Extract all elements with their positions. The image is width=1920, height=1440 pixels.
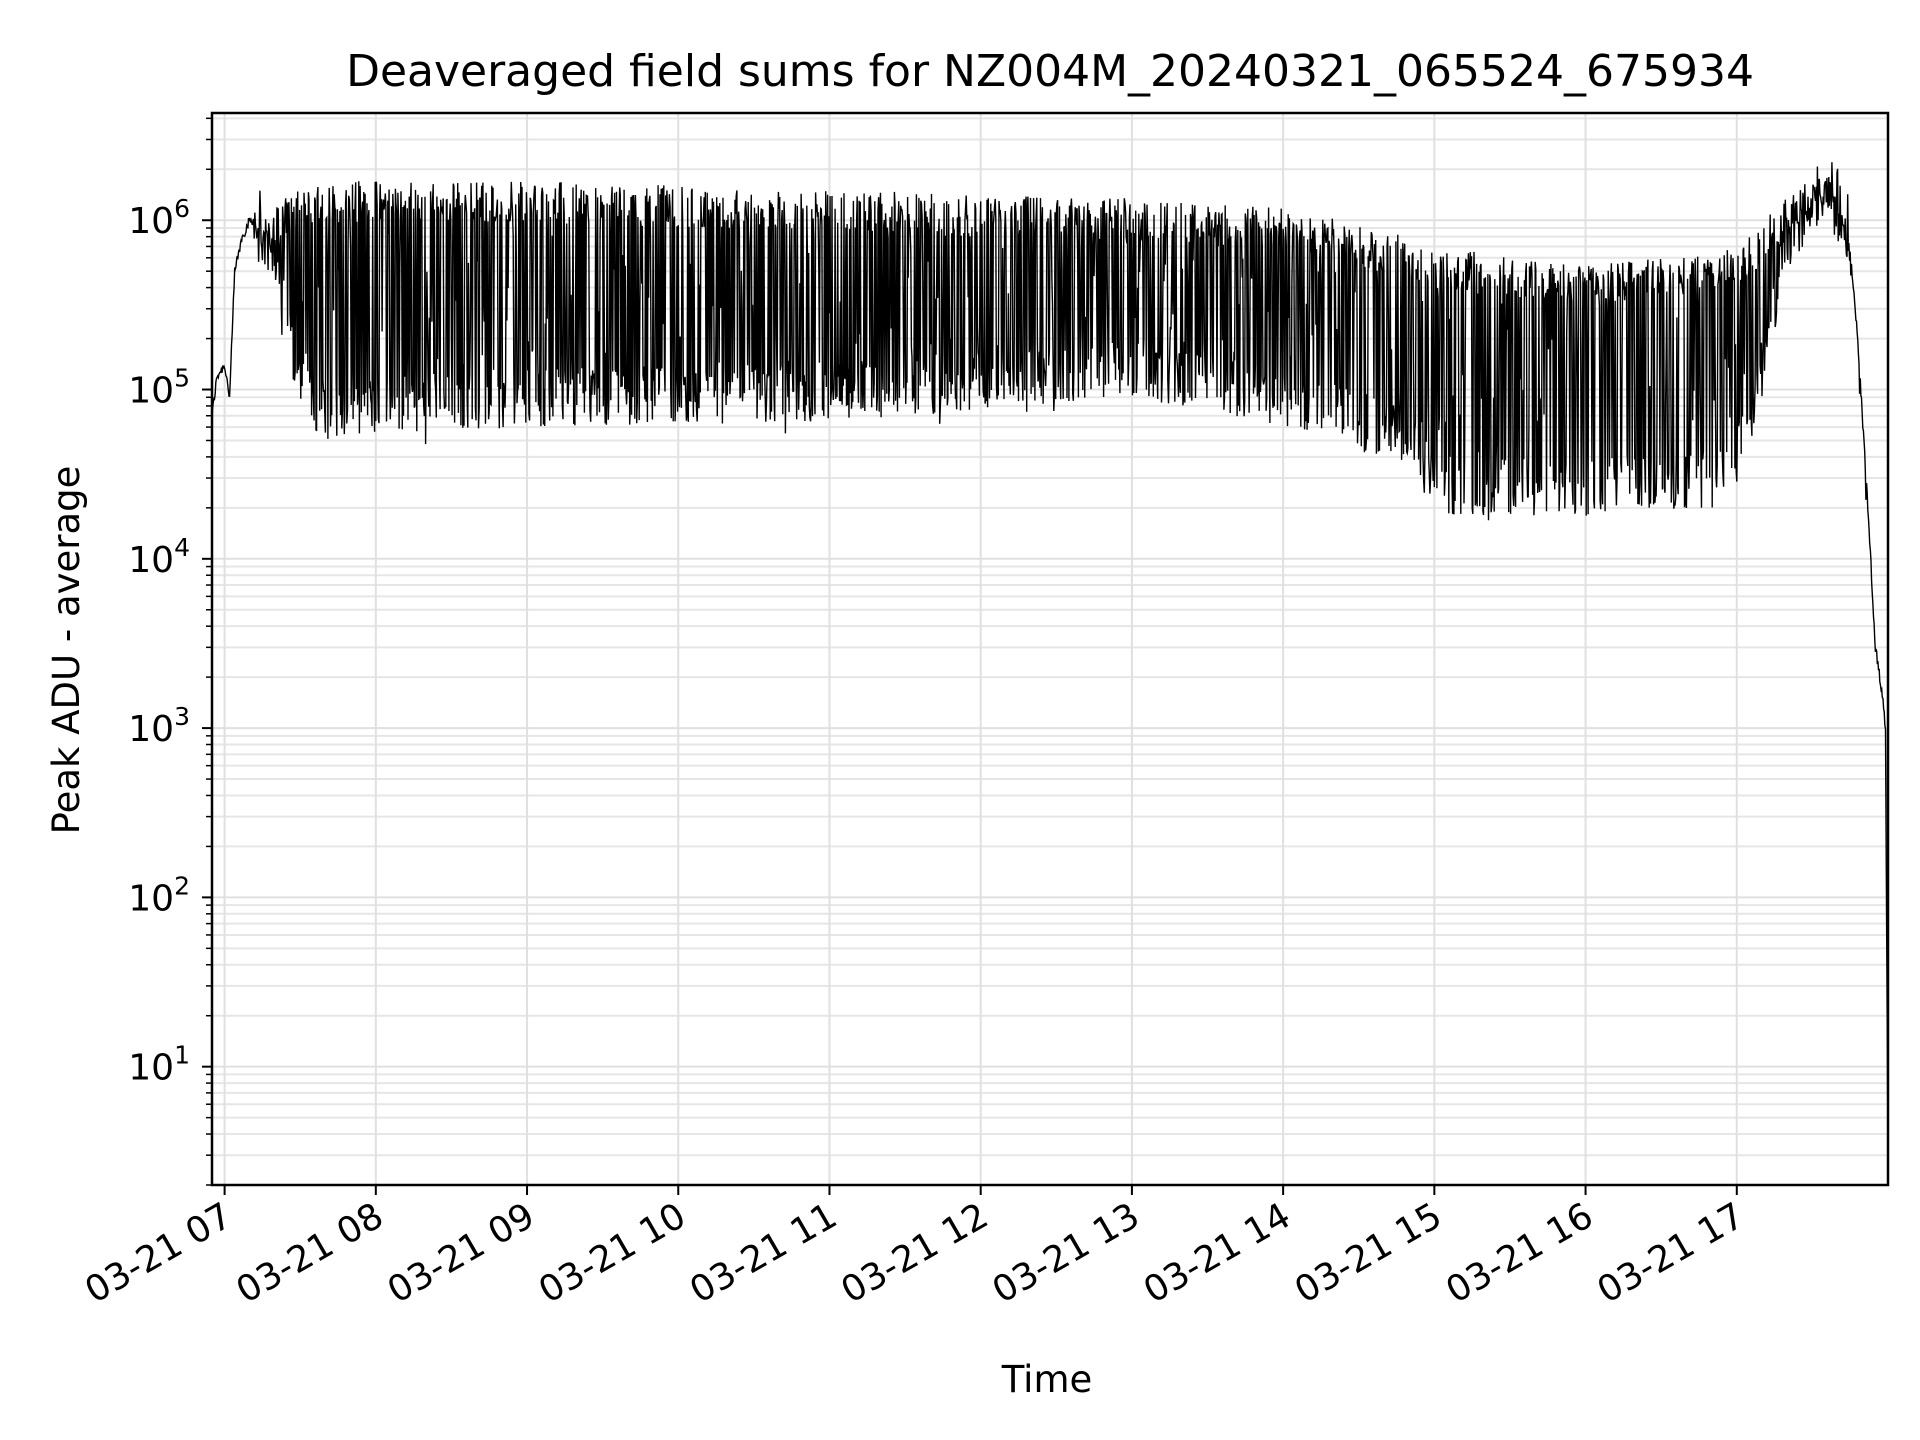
x-tick-label: 03-21 17 — [1591, 1195, 1752, 1311]
x-tick-label: 03-21 16 — [1439, 1195, 1600, 1311]
y-tick-label: 101 — [128, 1041, 190, 1089]
y-tick-label: 103 — [128, 702, 190, 750]
series-line — [211, 162, 1889, 1156]
x-axis-label: Time — [1001, 1358, 1093, 1401]
chart-title: Deaveraged field sums for NZ004M_2024032… — [346, 46, 1754, 97]
y-tick-label: 104 — [128, 533, 190, 581]
x-tick-label: 03-21 14 — [1137, 1195, 1298, 1311]
x-tick-label: 03-21 09 — [381, 1195, 542, 1311]
data-series — [211, 162, 1889, 1156]
x-tick-label: 03-21 12 — [835, 1195, 996, 1311]
x-tick-label: 03-21 10 — [532, 1195, 693, 1311]
y-tick-label: 106 — [128, 194, 190, 242]
y-axis: 101 102 103 104 105 106 — [128, 117, 212, 1186]
x-tick-label: 03-21 13 — [986, 1195, 1147, 1311]
y-axis-label: Peak ADU - average — [45, 466, 88, 835]
x-tick-label: 03-21 15 — [1288, 1195, 1449, 1311]
plot-frame — [210, 111, 1890, 1187]
x-tick-label: 03-21 11 — [683, 1195, 844, 1311]
x-tick-label: 03-21 07 — [78, 1195, 239, 1311]
x-tick-label: 03-21 08 — [230, 1195, 391, 1311]
y-tick-label: 105 — [128, 364, 190, 412]
y-tick-label: 102 — [128, 871, 190, 919]
